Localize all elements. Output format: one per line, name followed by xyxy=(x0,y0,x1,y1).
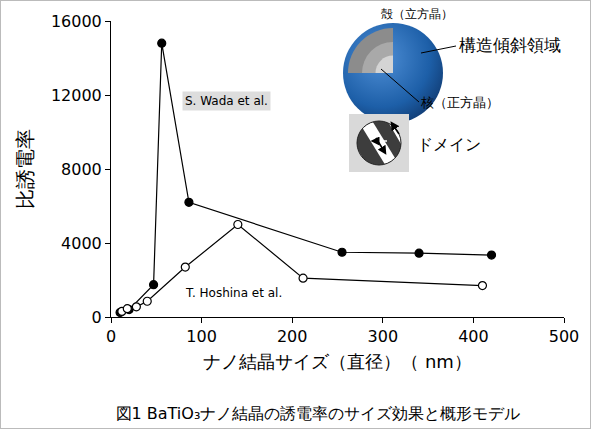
svg-text:200: 200 xyxy=(277,327,308,346)
svg-text:構造傾斜領域: 構造傾斜領域 xyxy=(459,35,561,55)
svg-text:500: 500 xyxy=(549,327,580,346)
svg-text:ナノ結晶サイズ（直径）（ nm）: ナノ結晶サイズ（直径）（ nm） xyxy=(203,351,472,372)
svg-text:T. Hoshina et al.: T. Hoshina et al. xyxy=(185,286,282,300)
svg-text:16000: 16000 xyxy=(51,12,102,31)
svg-text:300: 300 xyxy=(368,327,399,346)
svg-text:図1 BaTiO₃ナノ結晶の誘電率のサイズ効果と概形モデル: 図1 BaTiO₃ナノ結晶の誘電率のサイズ効果と概形モデル xyxy=(116,404,521,423)
svg-text:100: 100 xyxy=(186,327,217,346)
svg-text:8000: 8000 xyxy=(61,160,102,179)
svg-text:0: 0 xyxy=(106,327,116,346)
svg-text:S. Wada et al.: S. Wada et al. xyxy=(185,94,268,108)
svg-text:12000: 12000 xyxy=(51,86,102,105)
svg-text:ドメイン: ドメイン xyxy=(417,135,481,154)
svg-text:比誘電率: 比誘電率 xyxy=(13,129,37,209)
svg-text:核（正方晶）: 核（正方晶） xyxy=(420,95,499,110)
svg-text:殻（立方晶）: 殻（立方晶） xyxy=(381,7,453,21)
svg-text:400: 400 xyxy=(458,327,489,346)
svg-text:4000: 4000 xyxy=(61,234,102,253)
svg-text:0: 0 xyxy=(92,308,102,327)
